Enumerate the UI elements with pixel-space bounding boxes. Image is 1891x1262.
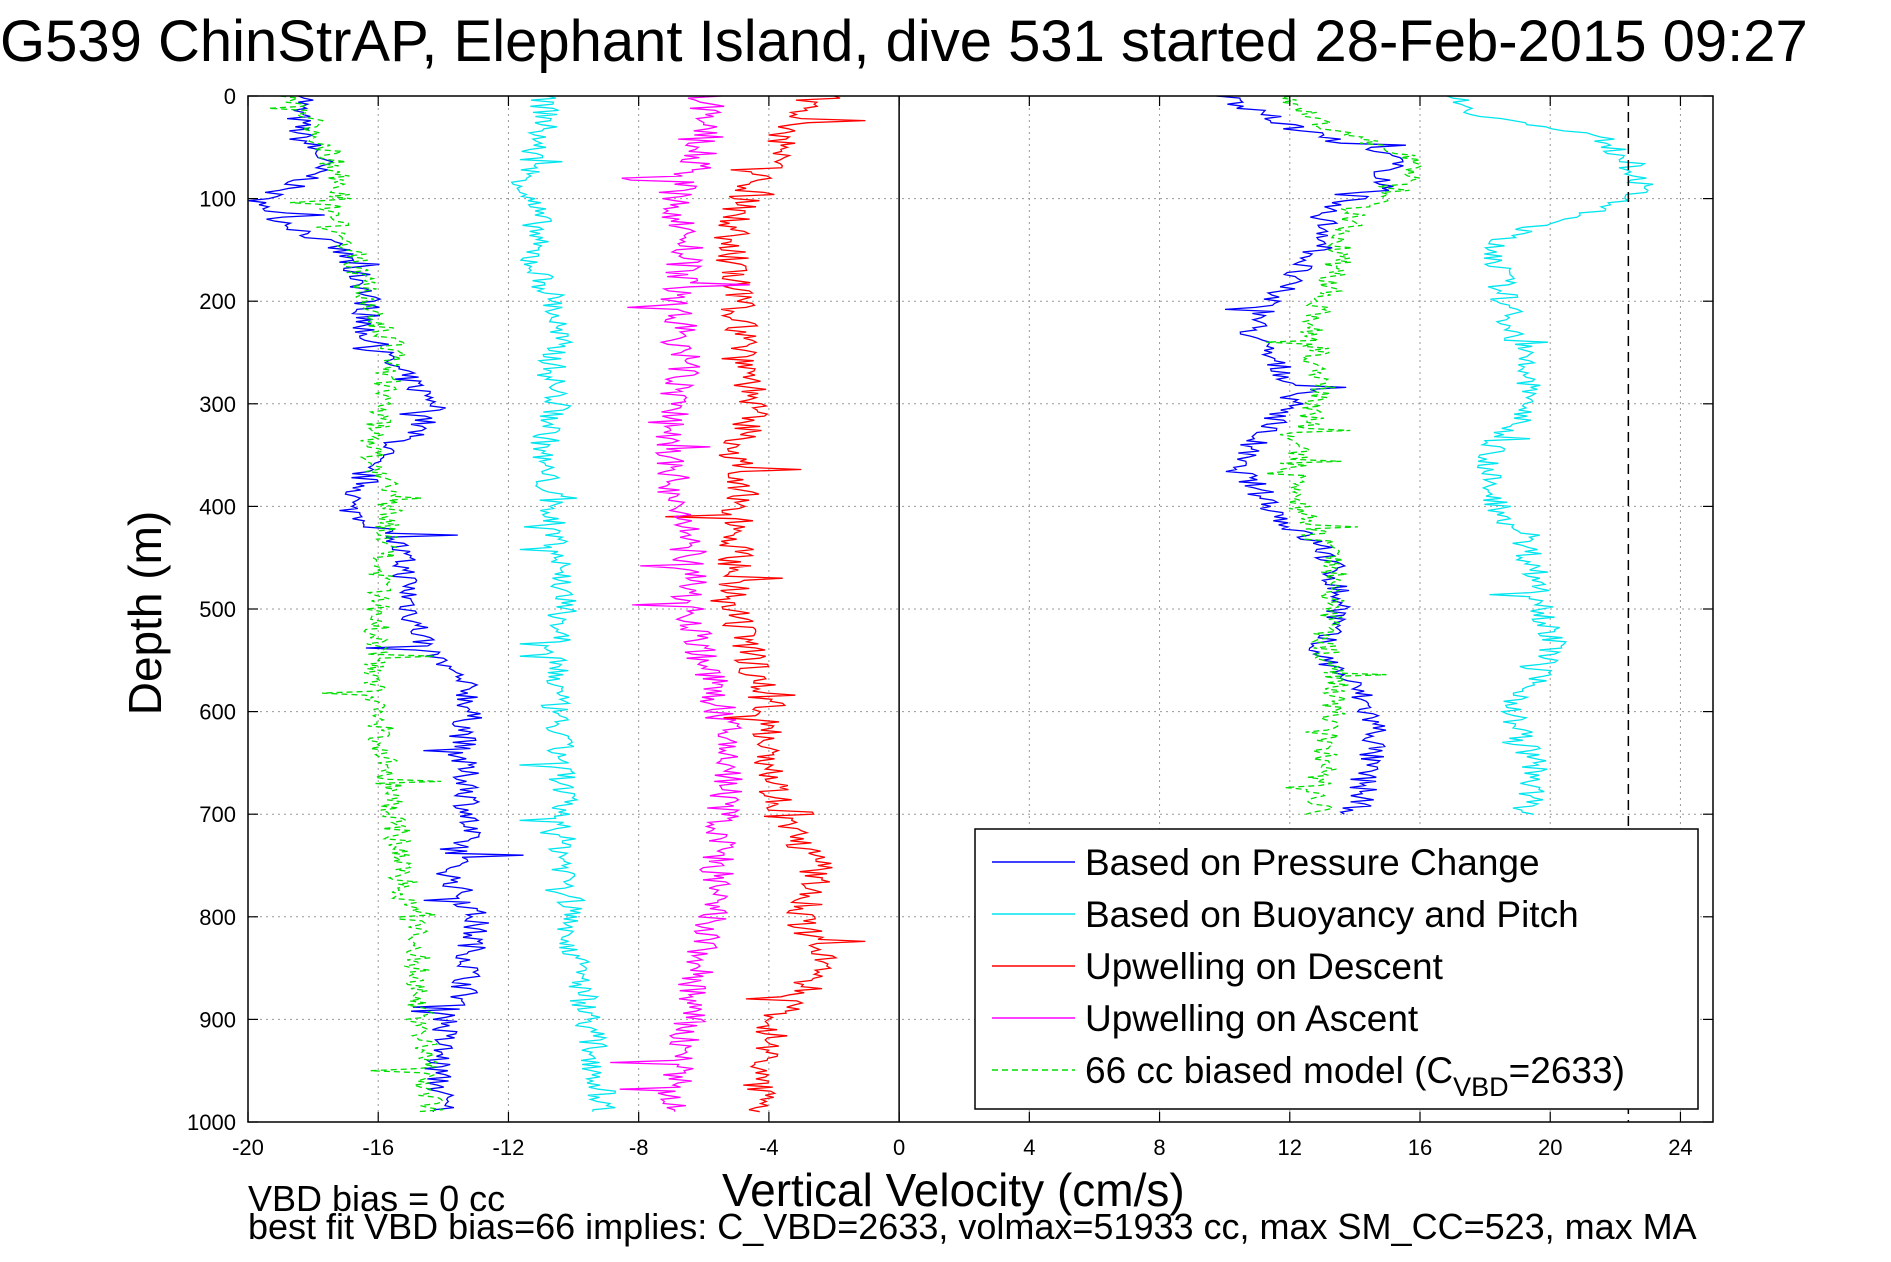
x-tick-label: -4 — [759, 1135, 779, 1160]
y-tick-label: 500 — [199, 597, 236, 622]
series-layer — [248, 95, 1654, 1113]
x-tick-label: 0 — [893, 1135, 905, 1160]
y-tick-label: 700 — [199, 802, 236, 827]
series-0-line-ascent — [1216, 95, 1406, 815]
y-tick-label: 100 — [199, 187, 236, 212]
axes-layer: -20 -16 -12 -8 -4 0 4 8 12 16 20 24 0 100 200 300 400 500… — [187, 84, 1714, 1160]
legend-label: Based on Pressure Change — [1085, 842, 1540, 883]
x-tick-label: 4 — [1023, 1135, 1035, 1160]
series-1-line-descent — [510, 95, 617, 1112]
y-tick-label: 300 — [199, 392, 236, 417]
y-tick-label: 200 — [199, 289, 236, 314]
series-1-line-ascent — [1446, 95, 1654, 815]
vbd-bias-note: VBD bias = 0 cc — [248, 1178, 506, 1219]
y-tick-label: 600 — [199, 700, 236, 725]
legend-box — [974, 828, 1699, 1110]
chart-title: G539 ChinStrAP, Elephant Island, dive 53… — [0, 9, 1808, 74]
x-tick-label: 24 — [1668, 1135, 1692, 1160]
series-0-line-descent — [248, 95, 524, 1113]
series-4-line-ascent — [1265, 95, 1424, 815]
legend-label: Upwelling on Ascent — [1085, 998, 1419, 1039]
best-fit-note: best fit VBD bias=66 implies: C_VBD=2633… — [248, 1206, 1697, 1247]
y-axis-label: Depth (m) — [119, 510, 171, 716]
y-tick-label: 800 — [199, 905, 236, 930]
series-3-line — [610, 95, 750, 1112]
y-tick-label: 900 — [199, 1007, 236, 1032]
series-2-line — [665, 95, 866, 1113]
series-4-line-descent — [268, 95, 445, 1113]
x-tick-label: -16 — [362, 1135, 394, 1160]
x-tick-label: -12 — [493, 1135, 525, 1160]
x-tick-label: 16 — [1408, 1135, 1432, 1160]
x-tick-label: 20 — [1538, 1135, 1562, 1160]
x-tick-label: 12 — [1278, 1135, 1302, 1160]
x-tick-label: -20 — [232, 1135, 264, 1160]
y-tick-label: 1000 — [187, 1110, 236, 1135]
x-tick-label: 8 — [1153, 1135, 1165, 1160]
x-axis-label: Vertical Velocity (cm/s) — [722, 1164, 1185, 1216]
legend-label: Upwelling on Descent — [1085, 946, 1444, 987]
legend-label: Based on Buoyancy and Pitch — [1085, 894, 1579, 935]
y-tick-label: 0 — [224, 84, 236, 109]
y-tick-label: 400 — [199, 494, 236, 519]
x-tick-label: -8 — [629, 1135, 649, 1160]
legend: Based on Pressure Change Based on Buoyanc… — [974, 828, 1699, 1110]
